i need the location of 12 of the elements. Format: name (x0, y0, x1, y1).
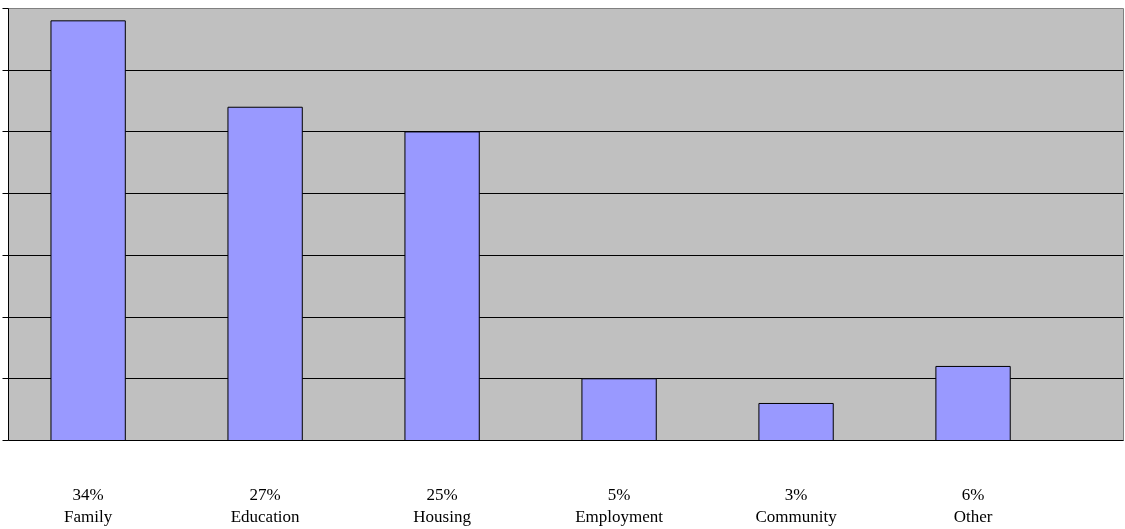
x-tick-label: Housing (413, 507, 472, 527)
x-tick-label: Education (230, 507, 301, 527)
data-label: 25% (426, 484, 458, 504)
data-label: 3% (784, 484, 808, 504)
x-tick-label: Community (755, 507, 838, 527)
x-tick-label: Other (953, 507, 993, 527)
data-label: 27% (249, 484, 281, 504)
data-label: 34% (72, 484, 104, 504)
x-tick-label: Family (64, 507, 113, 527)
x-tick-label: Employment (575, 507, 664, 527)
data-label: 6% (961, 484, 985, 504)
data-label: 5% (607, 484, 631, 504)
